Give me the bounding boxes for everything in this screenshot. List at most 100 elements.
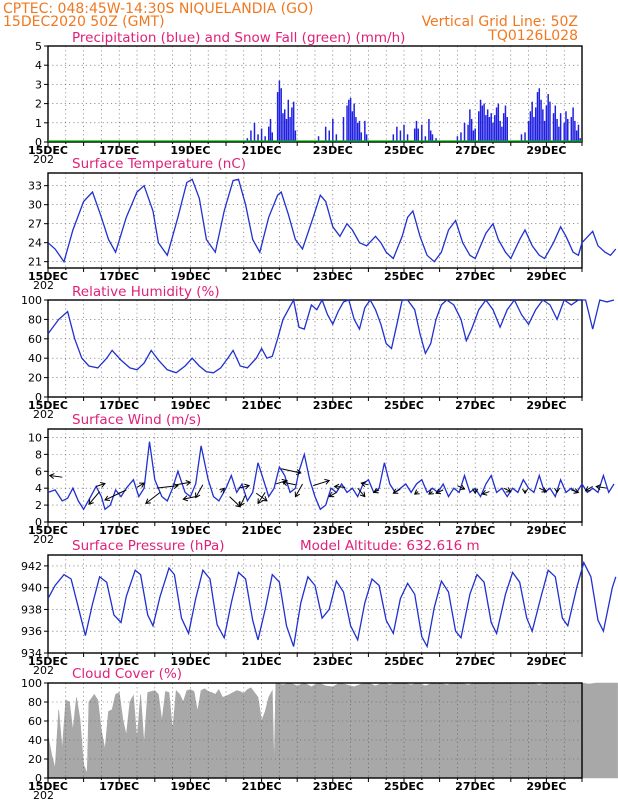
y-tick-label: 2 — [35, 98, 42, 111]
precip-bar — [543, 120, 546, 142]
precip-bar — [257, 134, 259, 142]
y-tick-label: 1 — [35, 117, 42, 130]
precip-bar — [324, 126, 327, 142]
precip-bar — [502, 113, 505, 142]
y-tick-label: 40 — [28, 734, 42, 747]
precip-bar — [481, 105, 484, 142]
precip-bar — [346, 105, 348, 142]
wind-vector-head — [413, 489, 420, 495]
y-tick-label: 942 — [21, 560, 42, 573]
y-tick-label: 100 — [21, 677, 42, 690]
wind-vector-head — [104, 495, 110, 502]
precip-bar — [335, 134, 338, 142]
y-tick-label: 5 — [35, 40, 42, 53]
precip-bar — [317, 136, 320, 142]
precip-bar — [565, 111, 567, 142]
precip-bar — [574, 120, 576, 142]
wind-vector — [229, 496, 241, 508]
y-tick-label: 0 — [35, 772, 42, 785]
precip-bar — [364, 120, 366, 142]
precip-bar — [348, 99, 350, 142]
wind-vector — [294, 483, 303, 497]
x-tick-label: 21DEC — [242, 655, 282, 668]
precip-bar — [267, 126, 270, 142]
precip-bar — [403, 124, 405, 142]
wind-vector-head — [360, 481, 367, 487]
precip-bar — [353, 103, 355, 142]
wind-vector-head — [48, 473, 55, 480]
y-tick-label: 20 — [28, 753, 42, 766]
y-tick-label: 8 — [35, 448, 42, 461]
precip-bar — [269, 118, 272, 142]
wind-vector-head — [333, 483, 340, 490]
precip-bar — [486, 109, 489, 142]
panel-1: Surface Temperature (nC) 21 24 27 30 33 15DEC 1… — [28, 156, 617, 292]
panel-annotation: Model Altitude: 632.616 m — [300, 538, 480, 554]
precip-bar — [504, 105, 507, 142]
x-tick-label: 19DEC — [170, 524, 210, 537]
y-tick-label: 40 — [28, 352, 42, 365]
precip-bar — [264, 136, 266, 142]
precip-bar — [474, 128, 476, 142]
precip-bar — [559, 113, 562, 142]
precip-bar — [492, 122, 494, 142]
y-tick-label: 27 — [28, 218, 42, 231]
x-tick-label: 29DEC — [526, 524, 566, 537]
y-tick-label: 30 — [28, 199, 42, 212]
wind-vector-head — [372, 487, 379, 494]
wind-vector-head — [257, 498, 263, 505]
precip-bar — [485, 115, 487, 142]
series-line — [47, 441, 615, 511]
wind-vector-head — [88, 499, 94, 505]
x-year-fragment: 202 — [33, 789, 54, 800]
wind-vector — [88, 491, 101, 505]
wind-vector-head — [392, 488, 399, 494]
x-tick-label: 15DEC — [28, 524, 68, 537]
wind-vector-head — [294, 491, 301, 498]
series-line — [47, 560, 617, 649]
x-tick-label: 27DEC — [455, 524, 495, 537]
precip-bar — [406, 134, 409, 142]
x-tick-label: 17DEC — [99, 524, 139, 537]
wind-vector — [313, 480, 330, 487]
precip-bar — [355, 117, 357, 142]
y-tick-label: 100 — [21, 294, 42, 307]
wind-vector — [393, 488, 401, 494]
y-tick-label: 24 — [28, 237, 42, 250]
precip-bar — [570, 117, 573, 142]
wind-vector-head — [235, 501, 241, 508]
x-tick-label: 19DEC — [170, 270, 210, 283]
precip-bar — [342, 117, 345, 142]
wind-vector-head — [584, 486, 591, 492]
wind-vector — [136, 482, 145, 488]
y-tick-label: 938 — [21, 603, 42, 616]
precip-bar — [467, 124, 469, 142]
precip-bar — [558, 126, 560, 142]
precip-bar — [428, 118, 430, 142]
wind-vector — [195, 484, 204, 498]
x-tick-label: 27DEC — [455, 270, 495, 283]
precip-bar — [563, 122, 565, 142]
precip-bar — [552, 113, 555, 142]
precip-bar — [332, 118, 334, 142]
precip-bar — [283, 109, 286, 142]
panel-frame — [47, 554, 583, 654]
precip-bar — [501, 126, 503, 142]
x-tick-label: 29DEC — [526, 655, 566, 668]
y-tick-label: 0 — [35, 391, 42, 404]
wind-vector — [373, 489, 380, 493]
x-tick-label: 19DEC — [170, 144, 210, 157]
precip-bar — [460, 132, 462, 142]
y-tick-label: 6 — [35, 465, 42, 478]
precip-bar — [506, 117, 508, 142]
x-year-fragment: 202 — [33, 533, 54, 546]
precip-bar — [294, 130, 297, 142]
precip-bar — [556, 118, 558, 142]
x-tick-label: 19DEC — [170, 780, 210, 793]
wind-vector-head — [173, 483, 179, 490]
x-tick-label: 21DEC — [242, 399, 282, 412]
x-tick-label: 21DEC — [242, 780, 282, 793]
precip-bar — [431, 134, 434, 142]
wind-vector-head — [595, 484, 602, 491]
